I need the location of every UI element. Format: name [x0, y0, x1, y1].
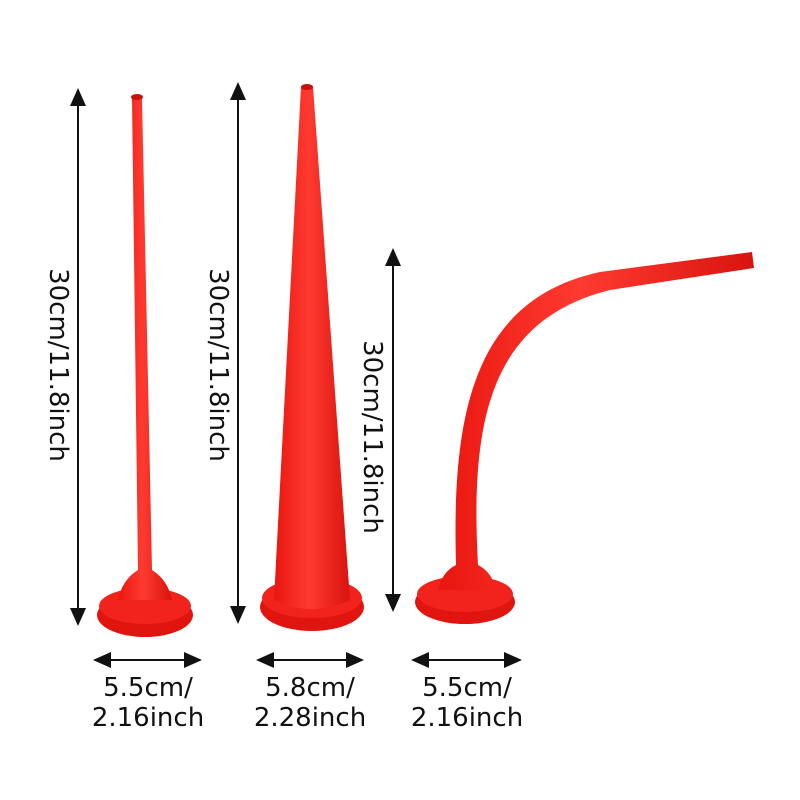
width-label-1: 5.5cm/ 2.16inch — [78, 673, 218, 733]
nozzle-straight-wide — [260, 84, 364, 631]
width-label-3-line1: 5.5cm/ — [422, 673, 512, 703]
width-label-2: 5.8cm/ 2.28inch — [240, 673, 380, 733]
height-label-3: 30cm/11.8inch — [357, 340, 387, 534]
width-label-3: 5.5cm/ 2.16inch — [397, 673, 537, 733]
width-label-2-line1: 5.8cm/ — [265, 673, 355, 703]
nozzle-curved — [415, 252, 754, 624]
height-label-1: 30cm/11.8inch — [43, 268, 73, 462]
width-label-2-line2: 2.28inch — [253, 703, 367, 733]
width-label-3-line2: 2.16inch — [410, 703, 524, 733]
nozzle-straight-thin — [97, 94, 193, 637]
width-label-1-line2: 2.16inch — [91, 703, 205, 733]
height-label-2: 30cm/11.8inch — [203, 268, 233, 462]
width-label-1-line1: 5.5cm/ — [103, 673, 193, 703]
